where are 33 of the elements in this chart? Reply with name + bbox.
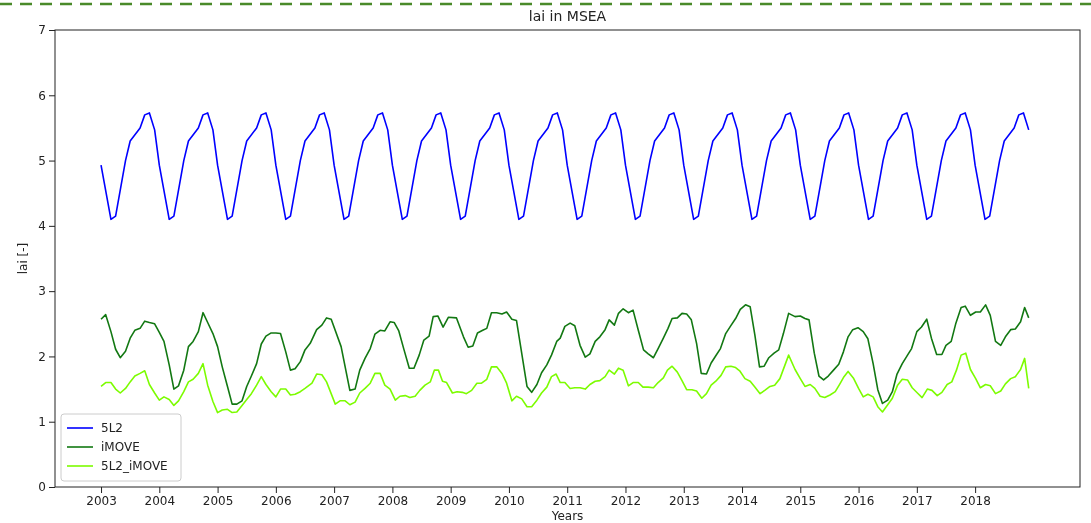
x-tick-label: 2010 xyxy=(494,493,525,508)
y-tick-label: 2 xyxy=(38,349,46,364)
legend-label: 5L2 xyxy=(101,421,123,435)
chart-title: lai in MSEA xyxy=(528,8,607,24)
line-series xyxy=(100,304,1030,405)
y-tick-label: 3 xyxy=(38,284,46,299)
legend-label: iMOVE xyxy=(101,440,140,454)
y-tick-label: 6 xyxy=(38,88,46,103)
x-tick-label: 2003 xyxy=(86,493,117,508)
line-series xyxy=(100,352,1030,414)
y-tick-label: 5 xyxy=(38,153,46,168)
x-tick-label: 2004 xyxy=(144,493,176,508)
y-tick-label: 1 xyxy=(38,415,46,430)
x-tick-label: 2014 xyxy=(727,493,758,508)
x-axis-title: Years xyxy=(550,509,584,523)
x-tick-label: 2017 xyxy=(902,493,933,508)
x-tick-label: 2018 xyxy=(960,493,991,508)
x-tick-label: 2015 xyxy=(785,493,817,508)
x-tick-label: 2013 xyxy=(668,493,700,508)
x-tick-label: 2005 xyxy=(202,493,234,508)
y-axis-title: lai [-] xyxy=(16,242,30,275)
legend-label: 5L2_iMOVE xyxy=(101,459,168,473)
x-tick-label: 2012 xyxy=(610,493,642,508)
x-tick-label: 2016 xyxy=(843,493,875,508)
y-tick-label: 4 xyxy=(38,219,46,234)
y-tick-label: 0 xyxy=(38,480,46,495)
x-tick-label: 2007 xyxy=(319,493,350,508)
line-series xyxy=(100,112,1030,221)
x-tick-label: 2009 xyxy=(435,493,467,508)
x-tick-label: 2011 xyxy=(552,493,583,508)
y-tick-label: 7 xyxy=(38,23,46,38)
x-tick-label: 2006 xyxy=(261,493,292,508)
x-tick-label: 2008 xyxy=(377,493,409,508)
